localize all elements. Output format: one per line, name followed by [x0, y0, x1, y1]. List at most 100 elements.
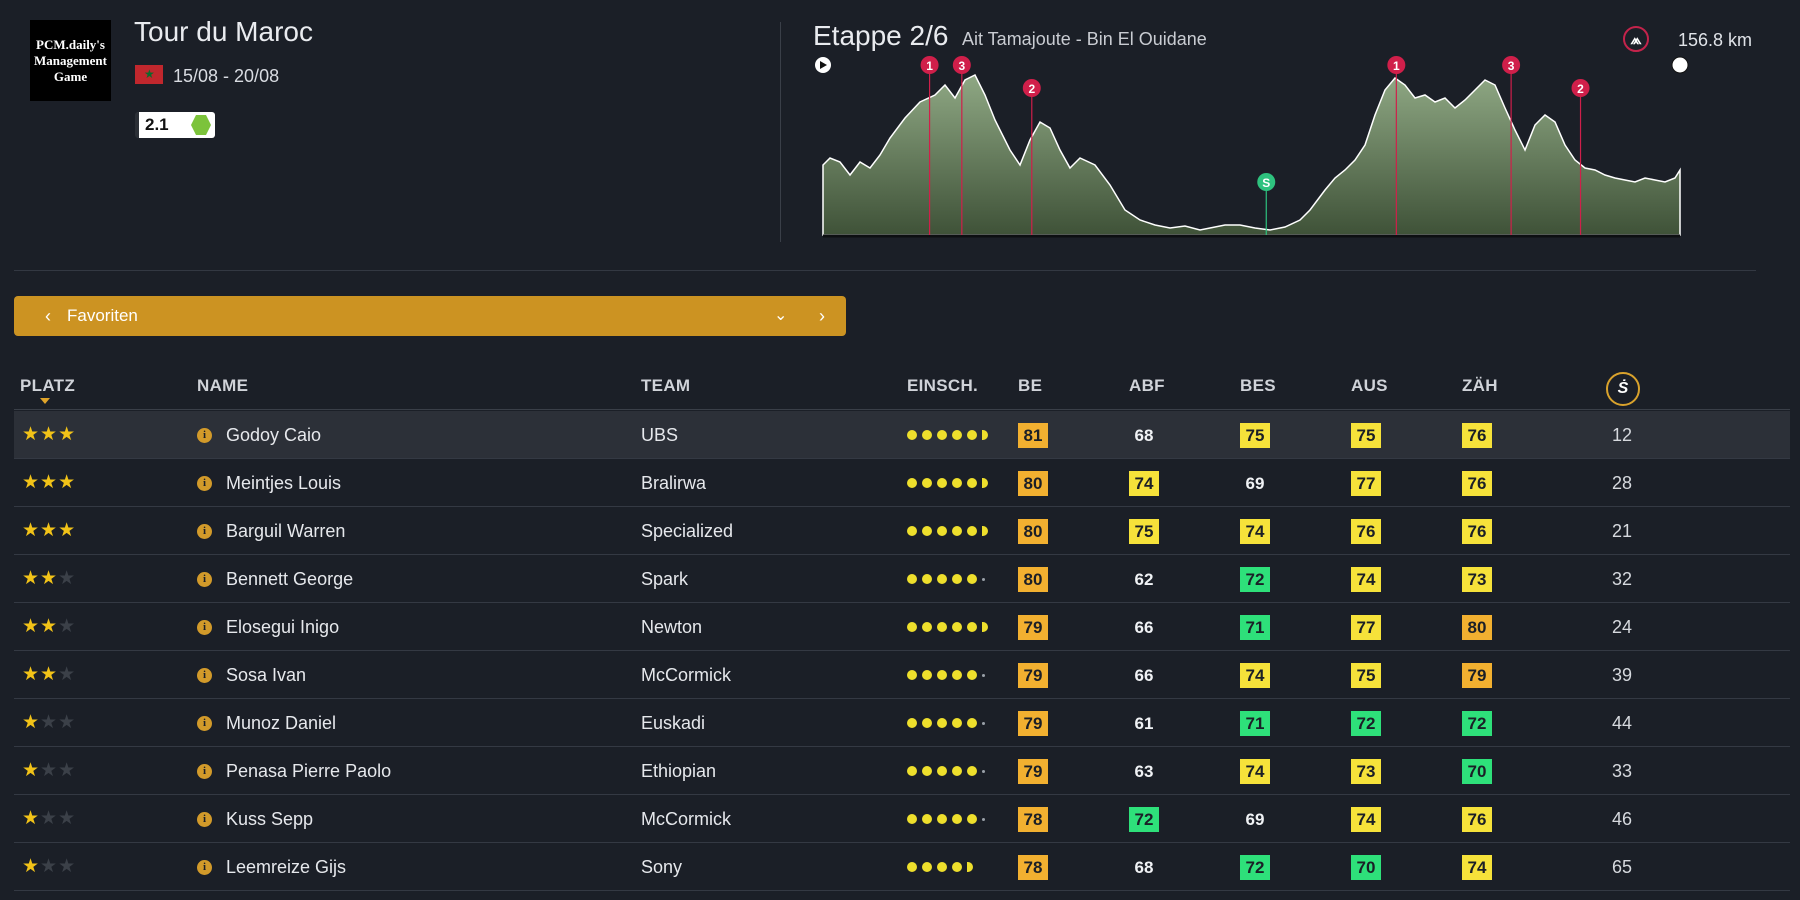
assessment-dots [907, 459, 988, 507]
info-icon[interactable]: i [197, 668, 212, 683]
rating-stars: ★★★ [22, 459, 76, 507]
rider-number: 46 [1612, 809, 1633, 829]
info-icon[interactable]: i [197, 572, 212, 587]
star-icon: ★ [22, 424, 41, 445]
star-icon: ★ [22, 808, 41, 829]
rider-number: 44 [1612, 713, 1633, 733]
table-row[interactable]: ★★★ i Munoz Daniel Euskadi 79 61 71 72 72 44 [14, 699, 1790, 747]
table-row[interactable]: ★★★ i Meintjes Louis Bralirwa 80 74 69 77 76 28 [14, 459, 1790, 507]
info-icon[interactable]: i [197, 476, 212, 491]
table-row[interactable]: ★★★ i Barguil Warren Specialized 80 75 74 76 76 2… [14, 507, 1790, 555]
rider-team: Specialized [641, 521, 734, 541]
info-icon[interactable]: i [197, 428, 212, 443]
info-icon[interactable]: i [197, 764, 212, 779]
star-icon: ★ [22, 568, 41, 589]
header-einsch[interactable]: EINSCH. [907, 376, 979, 395]
chevron-right-icon[interactable]: › [819, 306, 825, 326]
rider-name[interactable]: Godoy Caio [226, 425, 322, 445]
assessment-dot [952, 430, 962, 440]
climb-marker-icon [1502, 56, 1521, 74]
stat-bes: 71 [1240, 615, 1270, 640]
stat-be: 79 [1018, 759, 1048, 784]
assessment-dot [967, 622, 977, 632]
rating-stars: ★★★ [22, 507, 76, 555]
rider-name[interactable]: Barguil Warren [226, 521, 346, 541]
header-platz[interactable]: PLATZ [20, 376, 76, 395]
stat-bes: 71 [1240, 711, 1270, 736]
stat-be: 79 [1018, 663, 1048, 688]
assessment-dot [982, 526, 988, 536]
star-icon: ★ [58, 616, 77, 637]
chevron-left-icon[interactable]: ‹ [45, 306, 51, 326]
rider-name[interactable]: Munoz Daniel [226, 713, 337, 733]
rider-number: 24 [1612, 617, 1633, 637]
profile-marker-label: 3 [958, 59, 965, 73]
header-bes[interactable]: BES [1240, 376, 1276, 395]
info-icon[interactable]: i [197, 620, 212, 635]
info-icon[interactable]: i [197, 716, 212, 731]
assessment-dot [937, 766, 947, 776]
rider-team: McCormick [641, 809, 731, 829]
assessment-dot [937, 814, 947, 824]
header-zah[interactable]: ZÄH [1462, 376, 1498, 395]
header-abf[interactable]: ABF [1129, 376, 1165, 395]
table-row[interactable]: ★★★ i Kuss Sepp McCormick 78 72 69 74 76 46 [14, 795, 1790, 843]
assessment-dot [952, 814, 962, 824]
star-icon: ★ [58, 760, 77, 781]
rider-number: 12 [1612, 425, 1633, 445]
header-divider [780, 22, 781, 242]
assessment-dot [937, 478, 947, 488]
table-row[interactable]: ★★★ i Leemreize Gijs Sony 78 68 72 70 74 65 [14, 843, 1790, 891]
assessment-dot [967, 574, 977, 584]
assessment-dot [982, 721, 985, 725]
stat-bes: 75 [1240, 423, 1270, 448]
favorites-filter-bar[interactable]: ‹ Favoriten ⌄ › [14, 296, 846, 336]
stat-aus: 70 [1351, 855, 1381, 880]
info-icon[interactable]: i [197, 860, 212, 875]
stat-zah: 80 [1462, 615, 1492, 640]
rider-name[interactable]: Leemreize Gijs [226, 857, 347, 877]
assessment-dots [907, 843, 973, 891]
info-icon[interactable]: i [197, 812, 212, 827]
table-row[interactable]: ★★★ i Sosa Ivan McCormick 79 66 74 75 79 39 [14, 651, 1790, 699]
assessment-dot [922, 814, 932, 824]
rider-name[interactable]: Kuss Sepp [226, 809, 314, 829]
header-team[interactable]: TEAM [641, 376, 691, 395]
assessment-dot [922, 862, 932, 872]
rider-name[interactable]: Sosa Ivan [226, 665, 307, 685]
table-row[interactable]: ★★★ i Bennett George Spark 80 62 72 74 73 32 [14, 555, 1790, 603]
assessment-dot [937, 574, 947, 584]
race-title: Tour du Maroc [134, 16, 313, 47]
stat-abf: 68 [1134, 426, 1154, 445]
stat-be: 79 [1018, 615, 1048, 640]
header-be[interactable]: BE [1018, 376, 1043, 395]
stat-be: 79 [1018, 711, 1048, 736]
profile-markers: 1 3 2 S 1 3 2 [920, 56, 1590, 235]
rider-name[interactable]: Bennett George [226, 569, 354, 589]
stat-abf: 63 [1134, 762, 1154, 781]
info-icon[interactable]: i [197, 524, 212, 539]
stat-zah: 76 [1462, 423, 1492, 448]
rider-name[interactable]: Penasa Pierre Paolo [226, 761, 392, 781]
rider-number: 28 [1612, 473, 1633, 493]
table-row[interactable]: ★★★ i Penasa Pierre Paolo Ethiopian 79 63 74 73… [14, 747, 1790, 795]
assessment-dot [907, 766, 917, 776]
profile-terrain [822, 73, 1681, 236]
table-row[interactable]: ★★★ i Elosegui Inigo Newton 79 66 71 77 80 24 [14, 603, 1790, 651]
chevron-down-icon[interactable]: ⌄ [774, 307, 788, 324]
rider-number: 33 [1612, 761, 1633, 781]
stat-be: 80 [1018, 567, 1048, 592]
star-icon: ★ [58, 664, 77, 685]
assessment-dot [907, 430, 917, 440]
mountain-stage-icon: ⩕ [1623, 26, 1649, 52]
rider-name[interactable]: Elosegui Inigo [226, 617, 340, 637]
assessment-dot [967, 670, 977, 680]
rider-name[interactable]: Meintjes Louis [226, 473, 342, 493]
table-row[interactable]: ★★★ i Godoy Caio UBS 81 68 75 75 76 12 [14, 411, 1790, 459]
rider-number: 39 [1612, 665, 1633, 685]
rider-icon[interactable]: Ṡ [1606, 372, 1640, 406]
stat-abf: 66 [1134, 666, 1154, 685]
header-aus[interactable]: AUS [1351, 376, 1388, 395]
header-name[interactable]: NAME [197, 376, 249, 395]
star-icon: ★ [40, 808, 59, 829]
